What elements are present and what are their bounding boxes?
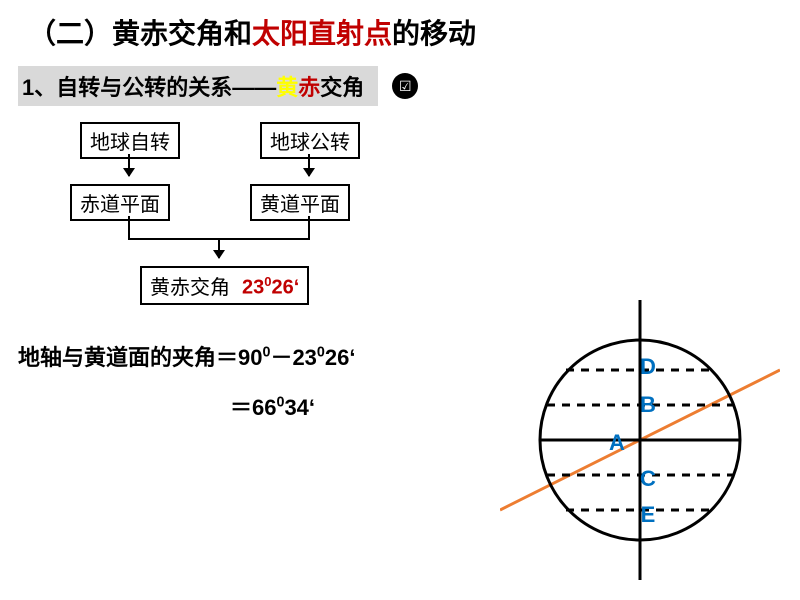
sub-post: 交角 [320,75,364,100]
subheading-row: 1、自转与公转的关系——黄赤交角 ☑ [18,66,800,106]
formula-line1: 地轴与黄道面的夹角＝900－23026‘ [18,340,355,372]
sub-chi: 赤 [298,75,320,100]
conn-left-down [128,216,130,238]
svg-text:C: C [640,466,656,491]
obliquity-value: 23026‘ [242,274,299,300]
f2b: 34‘ [284,395,315,420]
globe-svg: DBACE [500,300,780,580]
box-earth-rotation: 地球自转 [80,122,180,159]
svg-text:B: B [640,392,656,417]
sub-huang: 黄 [276,75,298,100]
f1s2: 0 [317,345,325,361]
sub-pre: 自转与公转的关系—— [56,75,276,100]
conn-right-down [308,216,310,238]
box-obliquity: 黄赤交角 23026‘ [140,266,309,305]
obliquity-label: 黄赤交角 [150,271,230,300]
svg-text:E: E [641,502,656,527]
page-title: （二）黄赤交角和太阳直射点的移动 [0,0,800,64]
f2a: ＝66 [230,395,276,420]
formula-line2: ＝66034‘ [230,390,315,422]
sub-num: 1、 [22,75,56,100]
f1b: －23 [270,345,316,370]
arrow-right-1 [308,154,310,176]
svg-text:D: D [640,354,656,379]
box-equator-plane: 赤道平面 [70,184,170,221]
title-pre: （二）黄赤交角和 [28,18,252,49]
f1a: 地轴与黄道面的夹角＝90 [18,345,262,370]
title-red: 太阳直射点 [252,18,392,49]
subheading-box: 1、自转与公转的关系——黄赤交角 [18,66,378,106]
arrow-left-1 [128,154,130,176]
f1c: 26‘ [325,345,356,370]
flow-diagram: 地球自转 地球公转 赤道平面 黄道平面 黄赤交角 23026‘ [60,122,480,322]
box-earth-revolution: 地球公转 [260,122,360,159]
title-post: 的移动 [392,18,476,49]
svg-text:A: A [609,430,625,455]
arrow-merge-down [218,238,220,258]
box-ecliptic-plane: 黄道平面 [250,184,350,221]
globe-diagram: DBACE [500,300,780,580]
check-icon: ☑ [392,73,418,99]
